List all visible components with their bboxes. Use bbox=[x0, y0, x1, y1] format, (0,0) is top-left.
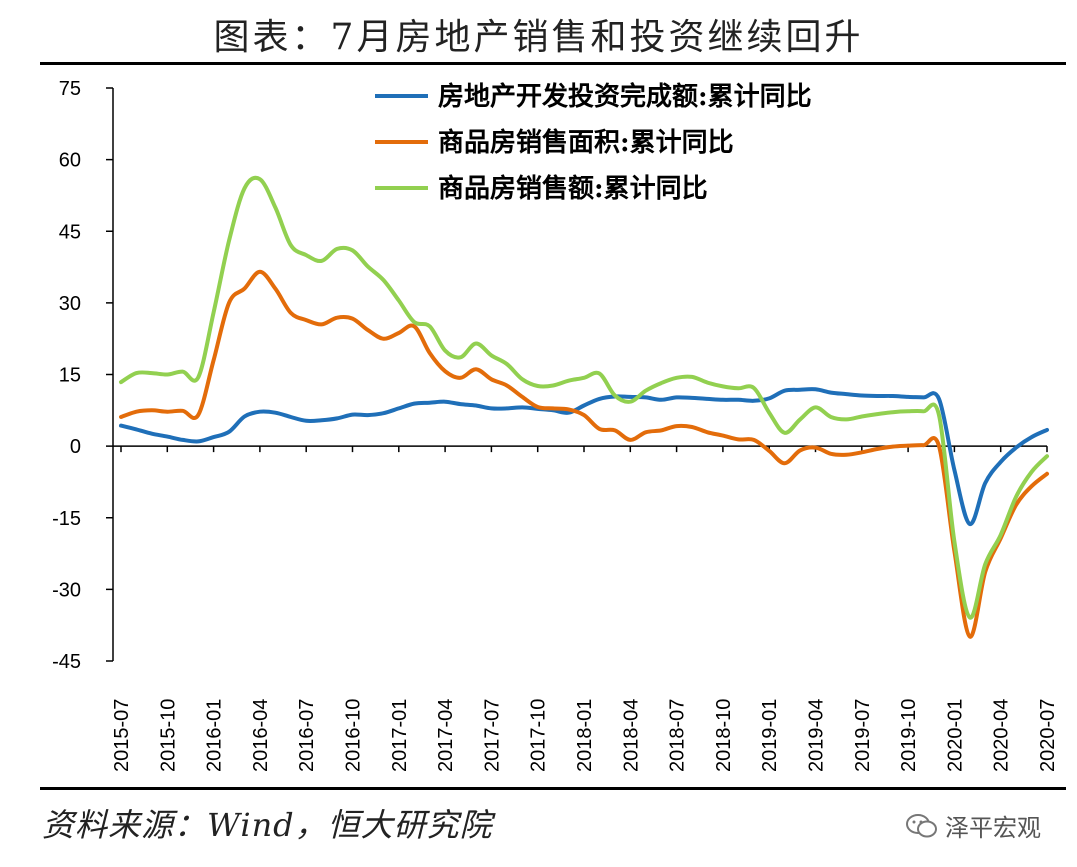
series-line-3 bbox=[119, 175, 1049, 620]
y-tick-label: 30 bbox=[59, 293, 81, 315]
series-line-1 bbox=[119, 387, 1049, 527]
x-tick-label: 2016-01 bbox=[204, 699, 226, 772]
x-tick-label: 2018-10 bbox=[713, 699, 735, 772]
y-tick-label: -45 bbox=[52, 651, 81, 673]
x-tick-label: 2019-10 bbox=[898, 699, 920, 772]
x-tick-label: 2015-10 bbox=[157, 699, 179, 772]
x-tick-label: 2019-01 bbox=[759, 699, 781, 772]
brand-label: 泽平宏观 bbox=[945, 814, 1041, 842]
x-tick-label: 2015-07 bbox=[111, 699, 133, 772]
x-tick-label: 2017-01 bbox=[389, 699, 411, 772]
x-tick-label: 2017-07 bbox=[481, 699, 503, 772]
x-tick-label: 2020-07 bbox=[1037, 699, 1059, 772]
series-line-2 bbox=[119, 269, 1049, 639]
wechat-icon bbox=[905, 813, 939, 839]
y-tick-label: 60 bbox=[59, 150, 81, 172]
line-chart: 75 60 45 30 15 0 -15 -30 -45 2015-07 2015-10 2016-… bbox=[52, 78, 1059, 772]
x-tick-label: 2019-07 bbox=[852, 699, 874, 772]
y-tick-label: 0 bbox=[70, 436, 81, 458]
y-tick-label: 75 bbox=[59, 78, 81, 100]
x-axis: 2015-07 2015-10 2016-01 2016-04 2016-07 2016-… bbox=[111, 445, 1059, 772]
legend-label-1: 房地产开发投资完成额:累计同比 bbox=[438, 81, 812, 112]
source-note: 资料来源：Wind，恒大研究院 bbox=[42, 806, 493, 844]
legend-label-3: 商品房销售额:累计同比 bbox=[438, 173, 708, 204]
y-axis: 75 60 45 30 15 0 -15 -30 -45 bbox=[52, 78, 114, 673]
x-tick-label: 2020-01 bbox=[944, 699, 966, 772]
x-tick-label: 2018-04 bbox=[620, 699, 642, 772]
page-title: 图表：7月房地产销售和投资继续回升 bbox=[213, 17, 864, 58]
x-tick-label: 2016-04 bbox=[250, 699, 272, 772]
x-tick-label: 2018-01 bbox=[574, 699, 596, 772]
y-tick-label: -15 bbox=[52, 508, 81, 530]
x-tick-label: 2017-04 bbox=[435, 699, 457, 772]
x-tick-label: 2016-10 bbox=[343, 699, 365, 772]
y-tick-label: 45 bbox=[59, 221, 81, 243]
x-tick-label: 2018-07 bbox=[667, 699, 689, 772]
series-layer bbox=[119, 175, 1049, 639]
bottom-rule bbox=[40, 787, 1066, 790]
x-tick-label: 2019-04 bbox=[806, 699, 828, 772]
x-tick-label: 2020-04 bbox=[991, 699, 1013, 772]
x-tick-label: 2016-07 bbox=[296, 699, 318, 772]
y-tick-label: 15 bbox=[59, 365, 81, 387]
y-tick-label: -30 bbox=[52, 579, 81, 601]
top-rule bbox=[40, 62, 1066, 65]
x-tick-label: 2017-10 bbox=[528, 699, 550, 772]
brand-watermark: 泽平宏观 bbox=[905, 808, 1041, 843]
legend-label-2: 商品房销售面积:累计同比 bbox=[438, 127, 734, 158]
